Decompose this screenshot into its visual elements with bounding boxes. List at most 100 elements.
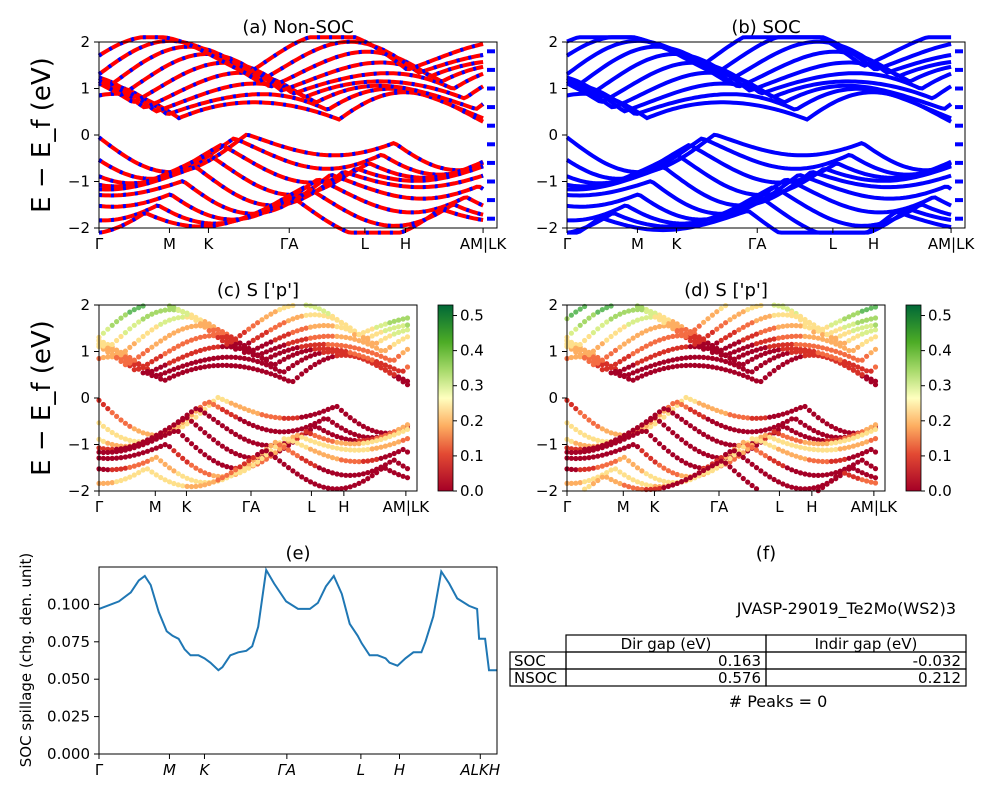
projected-band-point (255, 451, 261, 458)
projected-band-point (321, 452, 327, 458)
projected-band-point (850, 474, 857, 480)
projected-band-point (175, 306, 181, 313)
projected-band-point (303, 436, 309, 442)
projected-band-point (661, 465, 667, 471)
projected-band-point (740, 352, 746, 358)
projected-band-point (753, 428, 760, 435)
projected-band-point (648, 341, 654, 347)
projected-band-point (802, 471, 808, 477)
projected-band-point (701, 431, 707, 437)
projected-band-point (105, 349, 111, 355)
projected-band-point (334, 324, 340, 330)
projected-band-point (573, 480, 579, 486)
projected-band-point (780, 323, 786, 329)
projected-band-point (846, 348, 852, 354)
projected-band-point (352, 458, 358, 465)
projected-band-point (573, 455, 579, 462)
edge-band-point (955, 142, 963, 147)
projected-band-point (740, 428, 746, 434)
projected-band-point (197, 407, 203, 413)
projected-band-point (806, 486, 813, 492)
projected-band-point (202, 470, 208, 476)
projected-band-point (639, 345, 645, 352)
projected-band-point (303, 343, 309, 349)
projected-band-point (775, 324, 782, 330)
projected-band-point (272, 454, 278, 461)
projected-band-point (268, 311, 274, 317)
projected-band-point (303, 429, 309, 435)
projected-band-point (206, 433, 212, 439)
projected-band-point (325, 437, 331, 443)
projected-band-point (648, 369, 654, 376)
projected-band-point (639, 448, 645, 454)
projected-band-point (758, 316, 764, 322)
projected-band-point (144, 330, 151, 336)
projected-band-point (268, 354, 274, 360)
projected-band-point (723, 451, 729, 458)
projected-band-point (259, 449, 265, 455)
projected-band-point (360, 478, 366, 484)
projected-band-point (595, 464, 601, 470)
projected-band-point (696, 411, 702, 418)
projected-band-point (652, 459, 658, 465)
projected-band-point (837, 439, 843, 445)
panel-f-title: (f) (756, 543, 776, 564)
band-line-overlay (97, 38, 484, 84)
projected-band-point (736, 361, 742, 367)
projected-band-point (683, 477, 689, 483)
projected-band-point (193, 478, 199, 484)
projected-band-point (586, 352, 592, 358)
projected-band-point (643, 452, 649, 458)
projected-band-point (828, 330, 835, 336)
projected-band-point (206, 399, 212, 405)
projected-band-point (374, 340, 380, 346)
projected-band-point (793, 341, 799, 348)
projected-band-point (665, 479, 672, 485)
projected-band-point (692, 362, 698, 368)
projected-band-point (868, 368, 874, 374)
ytick-label: 0.100 (47, 595, 90, 613)
panel-c-title: (c) S ['p'] (217, 280, 299, 301)
projected-band-point (100, 330, 106, 336)
projected-band-point (272, 450, 278, 456)
projected-band-point (762, 338, 768, 344)
projected-band-point (714, 465, 720, 471)
projected-band-point (334, 439, 340, 445)
projected-band-point (872, 327, 879, 333)
projected-band-point (285, 341, 292, 347)
projected-band-point (859, 470, 865, 476)
projected-band-point (136, 470, 142, 476)
projected-band-point (665, 365, 672, 371)
projected-band-point (590, 312, 597, 318)
row-label-soc: SOC (514, 652, 546, 670)
projected-band-point (595, 453, 601, 459)
projected-band-point (758, 450, 764, 456)
projected-band-point (568, 449, 575, 456)
projected-band-point (162, 335, 168, 341)
projected-band-point (131, 452, 137, 458)
projected-band-point (180, 326, 186, 332)
projected-band-point (166, 368, 173, 374)
projected-band-point (391, 440, 397, 447)
projected-band-point (162, 442, 168, 448)
projected-band-point (846, 329, 852, 335)
projected-band-point (263, 362, 269, 368)
projected-band-point (749, 429, 755, 435)
projected-band-point (219, 406, 225, 413)
projected-band-point (590, 420, 597, 426)
projected-band-point (259, 442, 265, 448)
projected-band-point (864, 439, 870, 445)
panel-e-xticks: Γ M K ΓA L H ALKH (95, 754, 500, 779)
projected-band-point (387, 468, 393, 474)
projected-band-point (837, 333, 843, 339)
projected-band-point (828, 458, 835, 464)
kpoint-label: H (868, 235, 879, 253)
projected-band-point (316, 450, 322, 456)
projected-band-point (656, 367, 663, 373)
panel-a: (a) Non-SOC 210−1−2 Γ M K ΓA L H AM|LK (68, 17, 508, 253)
projected-band-point (767, 371, 773, 377)
edge-band-point (487, 49, 495, 54)
projected-band-point (312, 361, 318, 368)
projected-band-point (846, 314, 852, 320)
projected-band-point (745, 429, 751, 435)
